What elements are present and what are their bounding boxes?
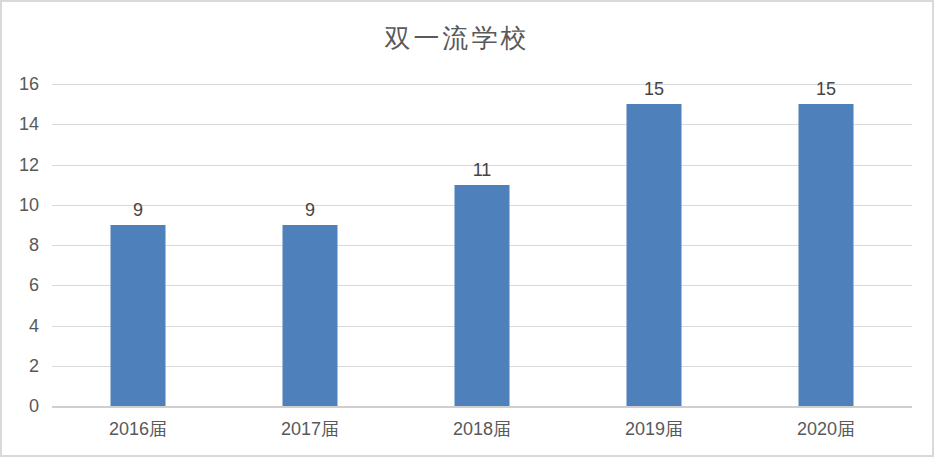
- x-axis: 2016届2017届2018届2019届2020届: [52, 417, 912, 441]
- bars-container: 9 9 11 1515: [52, 84, 912, 406]
- y-axis-tick-label: 12: [19, 156, 39, 174]
- chart-area[interactable]: 双一流学校 0246810121416 99111515 2016届2017届2…: [0, 0, 934, 457]
- y-axis-tick-label: 16: [19, 75, 39, 93]
- x-axis-category-label: 2017届: [224, 417, 396, 441]
- bar-column: 15: [568, 84, 740, 406]
- bar-column: 9: [52, 84, 224, 406]
- bar[interactable]: [799, 104, 854, 406]
- bar-value-label: 11: [473, 161, 492, 179]
- y-axis-tick-label: 2: [29, 357, 39, 375]
- y-axis-tick-label: 0: [29, 397, 39, 415]
- y-axis-tick-label: 6: [29, 276, 39, 294]
- bar[interactable]: [111, 225, 166, 406]
- x-axis-category-label: 2020届: [740, 417, 912, 441]
- x-axis-category-label: 2019届: [568, 417, 740, 441]
- y-axis-tick-label: 10: [19, 196, 39, 214]
- bar[interactable]: [455, 185, 510, 406]
- chart-title: 双一流学校: [2, 21, 912, 56]
- y-axis-tick-label: 4: [29, 317, 39, 335]
- bar-column: 9: [224, 84, 396, 406]
- x-axis-category-label: 2016届: [52, 417, 224, 441]
- bar-column: 15: [740, 84, 912, 406]
- bar-column: 11: [396, 84, 568, 406]
- bar[interactable]: [283, 225, 338, 406]
- bar-value-label: 9: [305, 201, 315, 219]
- x-axis-line: [52, 406, 912, 408]
- bar-value-label: 15: [644, 80, 664, 98]
- y-axis-tick-label: 14: [19, 115, 39, 133]
- x-axis-category-label: 2018届: [396, 417, 568, 441]
- bar-value-label: 9: [133, 201, 143, 219]
- bar[interactable]: [627, 104, 682, 406]
- plot-area: 0246810121416 99111515 2016届2017届2018届20…: [52, 84, 912, 406]
- y-axis-tick-label: 8: [29, 236, 39, 254]
- bar-value-label: 15: [816, 80, 836, 98]
